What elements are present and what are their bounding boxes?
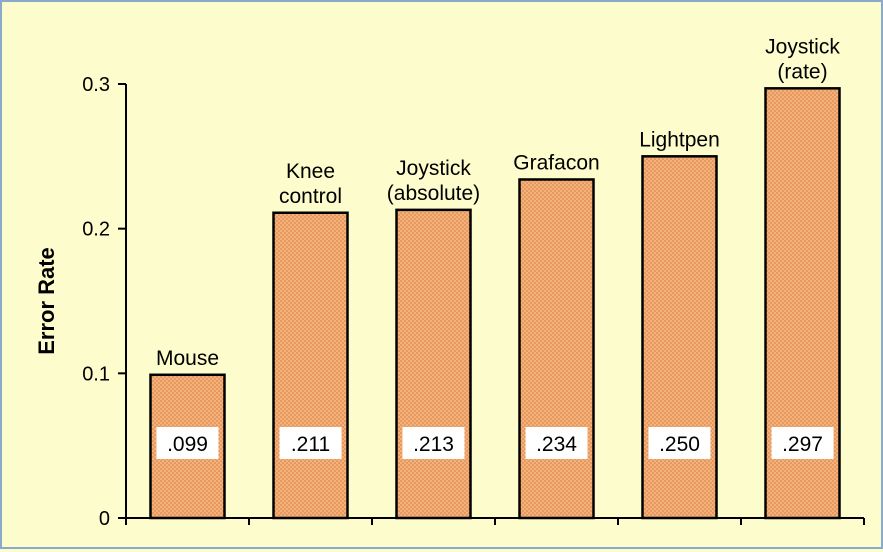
y-tick-label: 0 [99,508,110,530]
category-label: (rate) [777,60,827,83]
bar [272,211,349,520]
axes: 0 0.1 0.2 0.3 Error Rate [34,74,865,530]
value-label: .213 [413,433,454,456]
category-label: Knee [286,160,335,183]
category-label: Joystick [765,35,840,58]
bar [395,208,472,520]
value-label-box [648,427,711,459]
category-label: (absolute) [387,182,480,205]
value-label-box [156,427,219,459]
category-label: Mouse [156,347,219,370]
category-label: Grafacon [513,151,599,174]
bar [518,178,595,520]
value-label-box [525,427,588,459]
category-label: control [279,185,342,208]
y-axis-label: Error Rate [34,247,59,355]
labels: .099Mouse.211Kneecontrol.213Joystick(abs… [156,35,840,459]
value-label-box [402,427,465,459]
y-tick-label: 0.1 [82,363,110,385]
y-tick-label: 0.2 [82,219,110,241]
y-tick-label: 0.3 [82,74,110,96]
category-label: Joystick [396,157,471,180]
bars [149,87,841,520]
value-label: .099 [167,433,208,456]
value-label-box [279,427,342,459]
value-label: .211 [291,433,330,456]
value-label-box [771,427,834,459]
category-label: Lightpen [639,128,720,151]
value-label: .297 [782,433,823,456]
bar [641,155,718,520]
value-label: .250 [659,433,700,456]
value-label: .234 [536,433,577,456]
